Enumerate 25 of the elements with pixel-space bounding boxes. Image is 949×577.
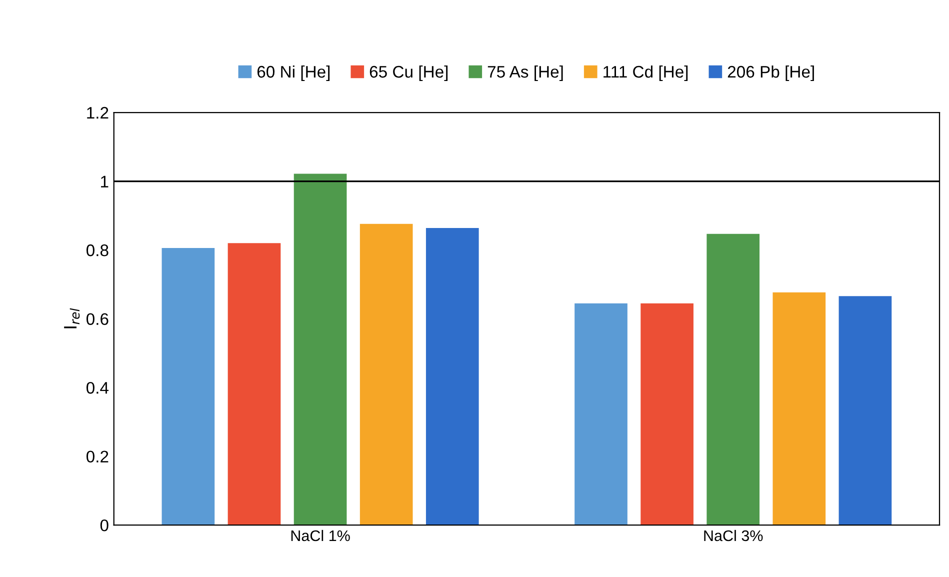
y-axis-title: I$_{rel}$ — [64, 308, 80, 328]
bar — [294, 174, 347, 526]
legend-label: 65 Cu [He] — [370, 65, 448, 82]
legend-label: 111 Cd [He] — [604, 65, 688, 82]
legend-label: 60 Ni [He] — [257, 65, 330, 82]
bar — [772, 292, 826, 526]
y-tick-label: 1 — [101, 176, 108, 188]
bar — [228, 243, 281, 526]
y-tick-label: 0.6 — [86, 313, 108, 325]
bar — [426, 228, 479, 526]
x-tick-label: NaCl 3% — [704, 530, 763, 542]
legend-label: 75 As [He] — [488, 65, 563, 82]
x-tick-label: NaCl 1% — [291, 530, 350, 542]
bar — [640, 303, 694, 526]
y-tick-label: 0.8 — [86, 244, 108, 256]
bar — [838, 296, 892, 526]
bar — [360, 224, 413, 526]
legend-label: 206 Pb [He] — [728, 65, 814, 82]
y-tick-label: 0.2 — [86, 450, 108, 463]
y-tick-label: 0 — [100, 519, 108, 532]
bar — [574, 303, 628, 526]
bar — [706, 234, 760, 526]
bar — [162, 248, 215, 526]
y-tick-label: 1.2 — [87, 106, 108, 119]
y-tick-label: 0.4 — [86, 382, 109, 394]
